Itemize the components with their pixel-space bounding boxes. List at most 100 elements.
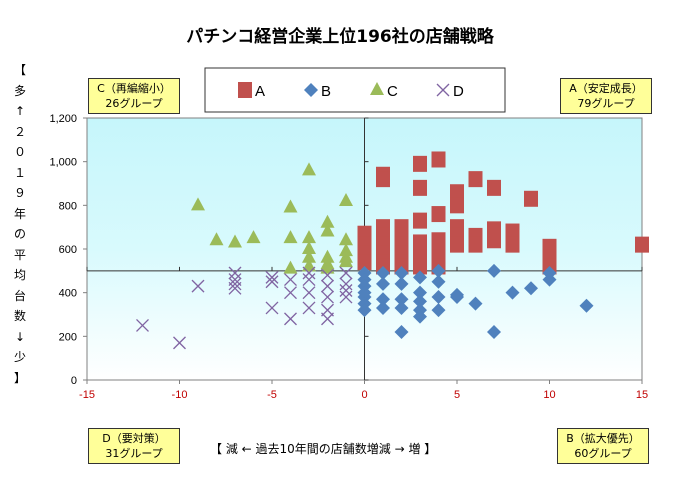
y-axis-label-char: １: [13, 165, 26, 180]
point-C: [246, 230, 261, 244]
point-D: [228, 277, 242, 291]
legend-label-A: A: [255, 83, 265, 100]
cross-stroke: [228, 281, 242, 295]
point-A: [524, 190, 538, 207]
x-tick-label: -15: [79, 389, 95, 401]
cross-stroke: [136, 318, 149, 332]
cross-stroke: [302, 286, 316, 300]
cross-stroke: [228, 277, 242, 291]
point-A: [468, 171, 483, 188]
point-B: [376, 292, 390, 307]
point-B: [394, 292, 409, 307]
y-axis-label-char: 】: [13, 370, 26, 385]
y-tick-label: 0: [71, 375, 77, 387]
x-axis-label: 【 減 ← 過去10年間の店舗数増減 → 増 】: [210, 442, 437, 456]
legend-marker-A: [238, 82, 252, 98]
point-A: [413, 212, 427, 229]
y-axis-label-char: 年: [13, 206, 26, 221]
point-C: [302, 258, 316, 272]
point-C: [320, 249, 335, 263]
point-A: [487, 179, 501, 196]
y-tick-label: 1,000: [49, 157, 77, 169]
quadrant-c-count: 26グループ: [105, 97, 163, 110]
point-B: [376, 276, 390, 291]
point-B: [542, 272, 557, 287]
quadrant-label-b: B（拡大優先） 60グループ: [557, 428, 649, 464]
point-B: [468, 296, 483, 311]
cross-stroke: [265, 275, 279, 289]
cross-stroke: [339, 277, 353, 291]
point-C: [283, 199, 298, 213]
y-tick-label: 800: [59, 200, 77, 212]
point-B: [413, 294, 427, 309]
point-D: [321, 312, 334, 326]
cross-stroke: [339, 290, 353, 304]
cross-stroke: [321, 290, 334, 304]
point-B: [524, 281, 538, 296]
legend-marker-B: [304, 83, 318, 97]
y-axis-label-char: 多: [13, 83, 26, 98]
point-D: [339, 266, 353, 280]
point-A: [413, 179, 427, 196]
chart-title: パチンコ経営企業上位196社の店舗戦略: [186, 27, 494, 47]
point-D: [302, 301, 316, 315]
point-D: [228, 266, 242, 280]
x-tick-label: 10: [543, 389, 555, 401]
y-axis-label-char: の: [13, 227, 26, 241]
point-B: [376, 266, 390, 281]
point-A: [505, 236, 520, 253]
cross-stroke: [321, 279, 334, 293]
legend-marker-D: [436, 83, 450, 97]
x-tick-label: -5: [267, 389, 277, 401]
cross-stroke: [302, 301, 316, 315]
point-D: [284, 312, 297, 326]
point-B: [431, 290, 446, 305]
y-axis-label-char: 【: [13, 63, 26, 77]
cross-stroke: [302, 266, 316, 280]
legend-label-B: B: [321, 83, 331, 100]
quadrant-a-count: 79グループ: [577, 97, 635, 110]
point-C: [302, 162, 316, 176]
cross-stroke: [265, 301, 279, 315]
y-tick-label: 600: [59, 244, 77, 256]
point-A: [450, 184, 464, 201]
y-axis-label-char: ９: [13, 186, 26, 200]
point-C: [302, 230, 316, 244]
point-C: [283, 230, 298, 244]
point-B: [357, 303, 372, 318]
point-D: [228, 281, 242, 295]
point-C: [191, 197, 205, 211]
series-B: [357, 263, 594, 339]
point-C: [339, 232, 353, 246]
point-B: [413, 270, 427, 285]
cross-stroke: [265, 270, 279, 284]
y-axis-label: 【多 ↑ ２ ０ １ ９ 年の平均台数 ↓ 少】: [8, 60, 32, 388]
point-C: [339, 254, 353, 268]
y-axis-label-char: 台: [13, 288, 26, 303]
cross-stroke: [339, 284, 353, 297]
x-tick-label: 5: [454, 389, 460, 401]
point-B: [413, 309, 427, 324]
point-B: [394, 324, 409, 339]
quadrant-b-name: B（拡大優先）: [566, 432, 640, 445]
cross-stroke: [284, 273, 297, 287]
point-D: [284, 286, 297, 300]
point-B: [431, 263, 446, 278]
y-axis-label-char: 数: [13, 309, 26, 323]
point-D: [136, 318, 149, 332]
point-D: [302, 266, 316, 280]
y-axis-label-char: ２: [13, 124, 26, 139]
legend-box: [204, 67, 506, 113]
cross-stroke: [173, 336, 186, 350]
point-B: [579, 298, 594, 313]
point-D: [321, 290, 334, 304]
y-tick-label: 400: [59, 288, 77, 300]
point-D: [302, 273, 316, 287]
point-D: [265, 301, 279, 315]
series-A: [357, 151, 649, 275]
point-D: [321, 268, 334, 282]
cross-stroke: [228, 266, 242, 280]
y-axis-label-char: ０: [13, 145, 26, 159]
point-A: [431, 151, 446, 168]
